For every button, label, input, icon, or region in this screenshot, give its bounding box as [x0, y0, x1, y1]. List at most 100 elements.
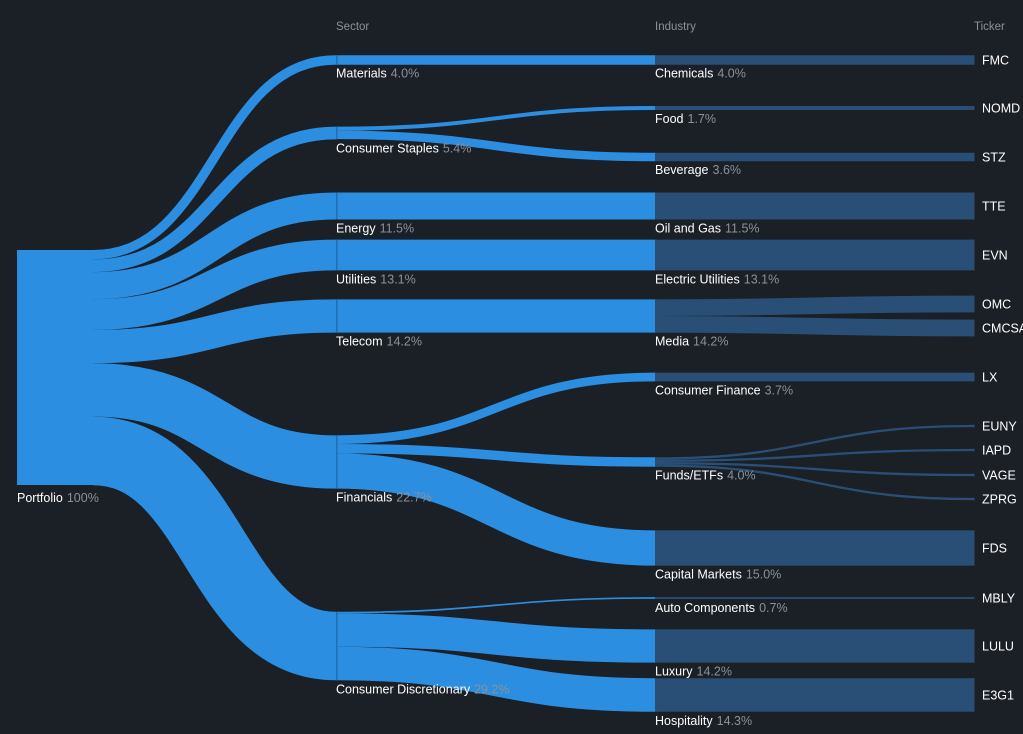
- ticker-node-mbly[interactable]: [973, 597, 975, 599]
- industry-label-media: Media 14.2%: [655, 335, 729, 349]
- ticker-label-fds: FDS: [982, 542, 1007, 556]
- flow-financials-to-funds-etfs: [335, 444, 656, 467]
- sector-node-materials[interactable]: [336, 55, 338, 65]
- industry-label-capital-markets: Capital Markets 15.0%: [655, 568, 781, 582]
- ticker-node-omc[interactable]: [973, 295, 975, 313]
- sector-label-consumer-discretionary-name: Consumer Discretionary: [336, 682, 471, 696]
- industry-label-funds-etfs-percent: 4.0%: [727, 469, 756, 483]
- ticker-node-zprg[interactable]: [973, 497, 975, 501]
- ticker-node-cmcsa[interactable]: [973, 319, 975, 337]
- flow-portfolio-to-consumer-discretionary: [90, 416, 339, 681]
- industry-label-beverage-name: Beverage: [655, 163, 709, 177]
- industry-node-electric-utilities[interactable]: [655, 239, 657, 271]
- industry-label-luxury-name: Luxury: [655, 665, 693, 679]
- industry-node-oil-and-gas[interactable]: [655, 192, 657, 220]
- sector-node-energy[interactable]: [336, 192, 338, 220]
- industry-label-oil-and-gas-percent: 11.5%: [725, 222, 760, 236]
- sector-label-financials-percent: 22.7%: [396, 491, 431, 505]
- column-header-sector: Sector: [336, 21, 369, 33]
- ticker-label-vage: VAGE: [982, 469, 1016, 483]
- industry-label-consumer-finance-name: Consumer Finance: [655, 383, 761, 397]
- ticker-node-lulu[interactable]: [973, 629, 975, 663]
- industry-node-funds-etfs[interactable]: [655, 457, 657, 467]
- industry-label-luxury-percent: 14.2%: [697, 665, 732, 679]
- sector-node-consumer-discretionary[interactable]: [336, 611, 338, 681]
- sector-label-materials: Materials 4.0%: [336, 67, 419, 81]
- industry-node-luxury[interactable]: [655, 629, 657, 663]
- industry-node-auto-components[interactable]: [655, 597, 657, 599]
- flow-portfolio-to-financials: [92, 363, 337, 489]
- industry-label-food-name: Food: [655, 112, 684, 126]
- industry-label-media-name: Media: [655, 335, 689, 349]
- flow-media-to-cmcsa: [654, 315, 975, 337]
- industry-node-food[interactable]: [655, 106, 657, 110]
- ticker-label-iapd: IAPD: [982, 444, 1011, 458]
- flow-media-to-omc: [654, 295, 975, 317]
- sector-label-financials: Financials 22.7%: [336, 491, 432, 505]
- industry-label-auto-components: Auto Components 0.7%: [655, 601, 788, 615]
- ticker-node-tte[interactable]: [973, 192, 975, 220]
- ticker-node-vage[interactable]: [973, 473, 975, 477]
- sector-node-consumer-staples[interactable]: [336, 126, 338, 140]
- sector-node-utilities[interactable]: [336, 239, 338, 271]
- industry-label-media-percent: 14.2%: [693, 335, 728, 349]
- industry-label-consumer-finance-percent: 3.7%: [765, 383, 794, 397]
- ticker-label-nomd: NOMD: [982, 102, 1020, 116]
- sector-label-materials-percent: 4.0%: [391, 67, 420, 81]
- industry-node-beverage[interactable]: [655, 152, 657, 162]
- ticker-node-fds[interactable]: [973, 530, 975, 566]
- sector-node-telecom[interactable]: [336, 299, 338, 333]
- ticker-label-omc: OMC: [982, 298, 1011, 312]
- ticker-label-stz: STZ: [982, 151, 1006, 165]
- industry-node-chemicals[interactable]: [655, 55, 657, 65]
- sector-node-financials[interactable]: [336, 435, 338, 489]
- flow-portfolio-to-consumer-staples: [92, 126, 337, 273]
- ticker-node-evn[interactable]: [973, 239, 975, 271]
- ticker-node-iapd[interactable]: [973, 448, 975, 452]
- flow-funds-etfs-to-zprg: [654, 464, 975, 501]
- industry-node-media[interactable]: [655, 299, 657, 333]
- label-layer: Sector Industry Ticker Portfolio 100% Materia…: [17, 21, 1023, 728]
- flow-portfolio-to-materials: [92, 55, 337, 260]
- industry-label-electric-utilities-percent: 13.1%: [744, 272, 779, 286]
- ticker-label-evn: EVN: [982, 249, 1008, 263]
- industry-label-consumer-finance: Consumer Finance 3.7%: [655, 383, 793, 397]
- ticker-node-e3g1[interactable]: [973, 678, 975, 712]
- industry-label-oil-and-gas: Oil and Gas 11.5%: [655, 222, 760, 236]
- ticker-node-fmc[interactable]: [973, 55, 975, 65]
- industry-label-hospitality: Hospitality 14.3%: [655, 714, 752, 728]
- flow-funds-etfs-to-vage: [654, 462, 975, 477]
- ticker-label-mbly: MBLY: [982, 592, 1016, 606]
- sector-label-consumer-staples: Consumer Staples 5.4%: [336, 141, 471, 155]
- industry-label-luxury: Luxury 14.2%: [655, 665, 732, 679]
- ticker-node-stz[interactable]: [973, 152, 975, 162]
- ticker-label-lulu: LULU: [982, 640, 1014, 654]
- flow-funds-etfs-to-euny: [654, 424, 975, 460]
- industry-node-hospitality[interactable]: [655, 678, 657, 712]
- flow-portfolio-to-energy: [92, 192, 337, 300]
- flow-consumer-discretionary-to-auto-components: [335, 597, 656, 614]
- ticker-label-zprg: ZPRG: [982, 493, 1017, 507]
- root-node-portfolio[interactable]: [17, 250, 93, 485]
- root-label: Portfolio 100%: [17, 491, 99, 505]
- column-header-industry: Industry: [655, 21, 696, 33]
- industry-label-chemicals-name: Chemicals: [655, 67, 713, 81]
- flow-consumer-discretionary-to-luxury: [335, 613, 656, 663]
- ticker-node-nomd[interactable]: [973, 106, 975, 110]
- industry-node-capital-markets[interactable]: [655, 530, 657, 566]
- industry-label-electric-utilities-name: Electric Utilities: [655, 272, 740, 286]
- flow-layer: [90, 55, 975, 712]
- industry-label-oil-and-gas-name: Oil and Gas: [655, 222, 721, 236]
- industry-node-consumer-finance[interactable]: [655, 372, 657, 382]
- sector-label-utilities: Utilities 13.1%: [336, 272, 416, 286]
- ticker-label-lx: LX: [982, 371, 998, 385]
- ticker-node-lx[interactable]: [973, 372, 975, 382]
- ticker-node-euny[interactable]: [973, 424, 975, 428]
- sector-label-consumer-staples-name: Consumer Staples: [336, 141, 439, 155]
- flow-portfolio-to-telecom: [92, 299, 337, 364]
- sector-label-consumer-staples-percent: 5.4%: [443, 141, 472, 155]
- ticker-label-tte: TTE: [982, 200, 1006, 214]
- node-layer: [17, 55, 975, 712]
